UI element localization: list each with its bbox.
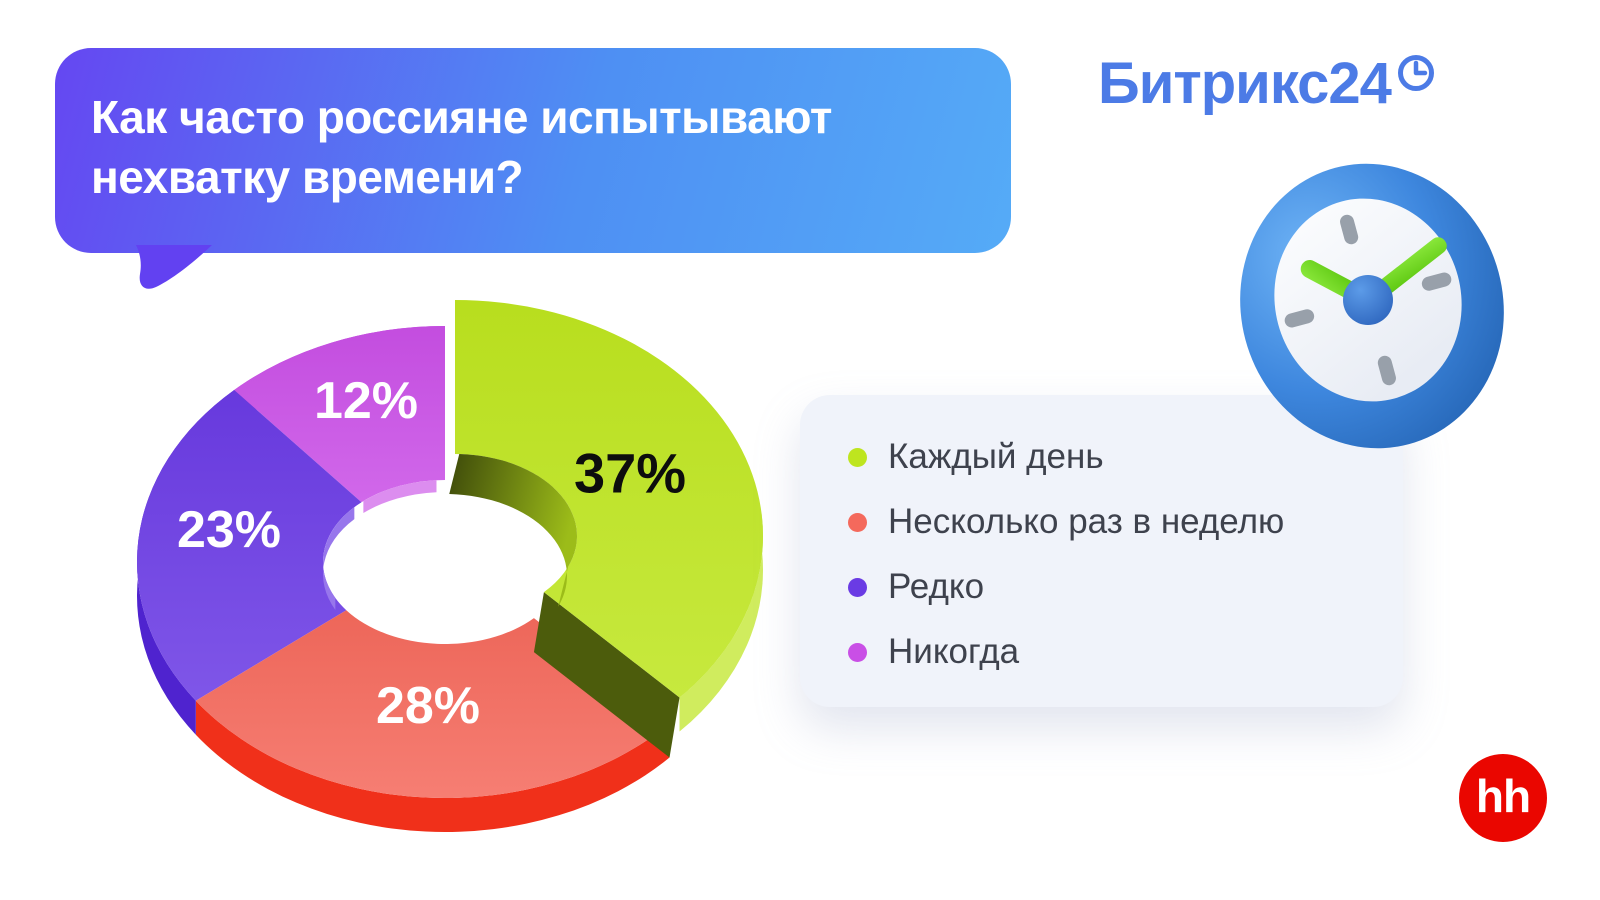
slice-label-28: 28% [375, 677, 481, 735]
page-title: Как часто россияне испытывают нехватку в… [91, 91, 832, 203]
legend-label: Никогда [888, 632, 1020, 671]
bubble-tail [136, 245, 212, 289]
chart-legend: Каждый день Несколько раз в неделю Редко… [800, 395, 1403, 707]
inner-wall-green [449, 454, 578, 607]
slice-face-3 [234, 326, 445, 503]
hh-logo: hh [1459, 754, 1547, 842]
slice-label-12: 12% [313, 372, 419, 430]
title-bubble: Как часто россияне испытывают нехватку в… [55, 48, 1011, 253]
legend-label: Несколько раз в неделю [888, 502, 1285, 541]
legend-dot-magenta [848, 642, 867, 662]
clock-ticks [1284, 214, 1452, 386]
legend-item-never: Никогда [848, 632, 1373, 672]
bitrix24-logo-text: Битрикс24 [1098, 51, 1392, 116]
donut-chart [136, 300, 763, 832]
legend-item-rarely: Редко [848, 567, 1373, 607]
legend-dot-green [848, 447, 867, 467]
slice-face-2 [136, 389, 362, 701]
slice-gap-shadow [533, 592, 680, 758]
slice-wall-1 [195, 700, 670, 832]
legend-item-several-times-week: Несколько раз в неделю [848, 502, 1373, 542]
clock-3d-illustration [1240, 163, 1504, 449]
slice-label-23: 23% [176, 501, 282, 559]
legend-item-every-day: Каждый день [848, 437, 1373, 477]
legend-dot-purple [848, 577, 867, 597]
clock-hands [1300, 237, 1447, 325]
legend-dot-coral [848, 512, 867, 532]
legend-label: Редко [888, 567, 985, 606]
legend-label: Каждый день [888, 437, 1104, 476]
clock-icon [1397, 55, 1434, 91]
bitrix24-logo: Битрикс24 [1098, 55, 1436, 113]
hh-logo-text: hh [1475, 770, 1531, 822]
inner-lip-magenta [363, 480, 437, 514]
inner-lip-purple [323, 507, 355, 610]
slice-wall-0 [679, 511, 763, 732]
slice-label-37: 37% [573, 441, 687, 505]
slice-face-0 [455, 300, 763, 698]
